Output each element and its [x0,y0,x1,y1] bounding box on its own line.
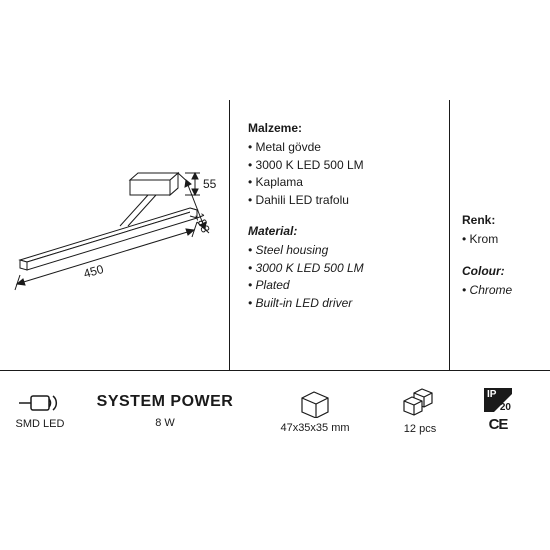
cert-cell: IP 20 CE [468,388,528,433]
ce-mark: CE [489,416,508,433]
bottom-icon-row: SMD LED SYSTEM POWER 8 W 47x35x35 mm 12 … [0,370,550,450]
dim-height: 55 [203,177,217,191]
color-heading-en: Colour: [462,263,538,280]
smd-led-icon [17,392,63,414]
list-item: Kaplama [248,174,431,191]
spec-material: Malzeme: Metal gövde 3000 K LED 500 LM K… [230,100,450,370]
ip-rating-badge: IP 20 [484,388,512,412]
top-section: 55 450 183 Malzeme: Metal gövde 3000 K L… [0,100,550,370]
material-heading-tr: Malzeme: [248,120,431,137]
dim-depth: 183 [192,211,213,235]
list-item: Built-in LED driver [248,295,431,312]
technical-drawing: 55 450 183 [0,100,230,370]
color-heading-tr: Renk: [462,212,538,229]
pack-qty-cell: 12 pcs [380,387,460,435]
spec-color: Renk: Krom Colour: Chrome [450,100,550,370]
multi-box-icon [400,387,440,419]
dim-length: 450 [82,262,105,281]
color-list-tr: Krom [462,231,538,248]
led-type-cell: SMD LED [0,392,80,430]
system-power-cell: SYSTEM POWER 8 W [80,393,250,429]
color-list-en: Chrome [462,282,538,299]
material-list-tr: Metal gövde 3000 K LED 500 LM Kaplama Da… [248,139,431,209]
material-heading-en: Material: [248,223,431,240]
list-item: Krom [462,231,538,248]
box-dims-label: 47x35x35 mm [280,422,349,434]
list-item: 3000 K LED 500 LM [248,157,431,174]
single-box-icon [298,388,332,418]
list-item: Steel housing [248,242,431,259]
lamp-drawing-svg: 55 450 183 [0,100,230,370]
system-power-value: 8 W [155,417,175,429]
list-item: Chrome [462,282,538,299]
led-type-label: SMD LED [16,418,65,430]
pack-qty-label: 12 pcs [404,423,436,435]
list-item: Metal gövde [248,139,431,156]
system-power-title: SYSTEM POWER [97,393,234,411]
list-item: Plated [248,277,431,294]
list-item: 3000 K LED 500 LM [248,260,431,277]
ip-value: 20 [500,402,511,413]
box-dims-cell: 47x35x35 mm [250,388,380,434]
list-item: Dahili LED trafolu [248,192,431,209]
material-list-en: Steel housing 3000 K LED 500 LM Plated B… [248,242,431,312]
